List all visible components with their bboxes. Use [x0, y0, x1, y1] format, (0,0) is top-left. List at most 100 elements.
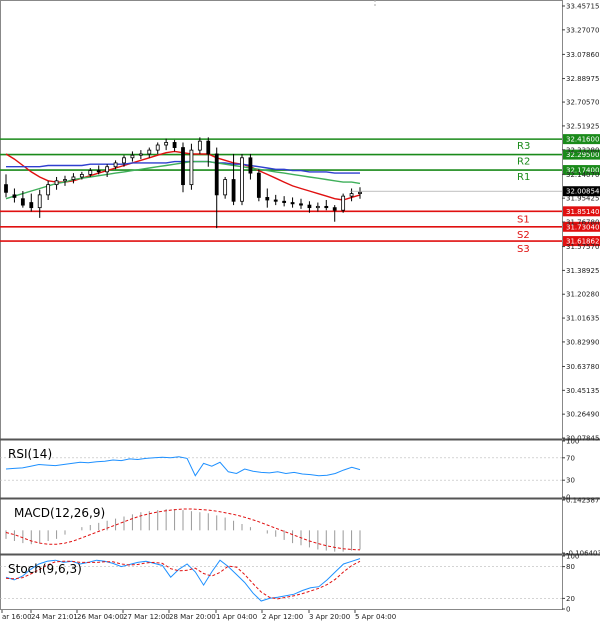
- price-tick-label: 32.33280: [566, 146, 599, 154]
- candle: [248, 153, 253, 180]
- candle: [282, 196, 287, 207]
- price-tick-label: 31.95425: [566, 195, 599, 203]
- candle-body: [324, 205, 329, 209]
- time-tick-label: 5 Apr 04:00: [355, 613, 396, 621]
- price-tick-label: 33.27070: [566, 26, 599, 34]
- stoch-main-line: [5, 558, 361, 602]
- price-tick-label: 31.38925: [566, 267, 599, 275]
- candle: [214, 147, 219, 229]
- candle-body: [122, 157, 126, 164]
- candle: [231, 153, 236, 206]
- candle: [189, 143, 194, 190]
- level-price-label: 32.41600: [566, 136, 599, 144]
- level-price-label: 31.73040: [566, 223, 599, 231]
- level-price-box: [563, 221, 600, 232]
- rsi-line: [5, 456, 361, 477]
- current-price-label: 32.00854: [566, 188, 600, 196]
- candle-body: [231, 179, 236, 202]
- time-tick-label: 24 Mar 21:01: [31, 613, 78, 621]
- price-tick-label: 32.70570: [566, 99, 599, 107]
- candle: [96, 165, 101, 175]
- candle: [206, 137, 211, 167]
- candle-body: [358, 191, 362, 194]
- candle-body: [206, 140, 211, 155]
- candle: [20, 191, 25, 208]
- candle-body: [290, 202, 295, 205]
- level-label-s2: S2: [517, 230, 530, 241]
- price-tick-label: 30.45135: [566, 387, 599, 395]
- time-tick-label: 27 Mar 12:00: [123, 613, 170, 621]
- level-price-box: [563, 165, 600, 176]
- candle: [324, 199, 329, 211]
- macd-tick-label: 0.142387: [566, 497, 599, 505]
- price-tick-label: 30.26490: [566, 411, 599, 419]
- rsi-label: RSI(14): [8, 447, 52, 461]
- level-price-label: 31.61862: [566, 238, 599, 246]
- stoch-tick-label: 100: [566, 553, 579, 561]
- candle: [29, 193, 34, 212]
- candle-body: [46, 184, 51, 196]
- price-tick-label: 31.76780: [566, 219, 599, 227]
- level-label-r2: R2: [517, 157, 530, 168]
- candle-body: [273, 199, 278, 202]
- candle: [105, 164, 110, 177]
- candle-body: [172, 142, 177, 148]
- price-tick-label: 31.20280: [566, 291, 599, 299]
- candle-body: [214, 153, 219, 196]
- candle-body: [256, 172, 261, 198]
- candle-body: [105, 166, 110, 173]
- candle: [181, 142, 185, 193]
- candle: [88, 168, 93, 177]
- time-tick-label: 28 Mar 20:00: [169, 613, 216, 621]
- candle: [197, 137, 202, 154]
- level-price-box: [563, 236, 600, 247]
- candle-body: [164, 142, 169, 146]
- level-price-label: 32.17400: [566, 167, 599, 175]
- level-label-r3: R3: [517, 141, 530, 152]
- current-price-box: [563, 186, 600, 197]
- candle: [37, 189, 42, 218]
- candle-body: [20, 198, 25, 206]
- level-price-box: [563, 149, 600, 160]
- candle-body: [54, 180, 59, 186]
- candle: [46, 180, 51, 200]
- candle: [122, 155, 126, 167]
- candle-body: [29, 202, 34, 209]
- level-price-box: [563, 134, 600, 145]
- candle-body: [341, 195, 346, 211]
- time-tick-label: ar 16:00: [2, 613, 32, 621]
- price-tick-label: 33.45715: [566, 3, 599, 11]
- candle-body: [197, 140, 202, 151]
- candle: [240, 153, 244, 206]
- candle-body: [282, 200, 287, 203]
- time-tick-label: 26 Mar 04:00: [77, 613, 124, 621]
- stoch-tick-label: 80: [566, 563, 575, 571]
- candle-body: [181, 147, 185, 186]
- macd-tick-label: -0.106403: [566, 550, 600, 558]
- candle-body: [155, 144, 160, 151]
- stoch-label: Stoch(9,6,3): [8, 562, 82, 576]
- candle-body: [113, 162, 118, 168]
- candle: [147, 147, 152, 158]
- candle: [273, 194, 278, 206]
- candle-body: [223, 179, 228, 196]
- price-tick-label: 33.07860: [566, 51, 599, 59]
- time-tick-label: 3 Apr 20:00: [309, 613, 350, 621]
- price-tick-label: 30.82990: [566, 338, 599, 346]
- candle: [63, 175, 67, 186]
- candle: [172, 139, 177, 152]
- candle-body: [37, 194, 42, 209]
- candle: [4, 174, 8, 198]
- candle-body: [332, 207, 337, 211]
- price-tick-label: 30.07845: [566, 435, 599, 443]
- price-tick-label: 30.63780: [566, 363, 599, 371]
- candle-body: [147, 149, 152, 155]
- price-tick-label: 31.01635: [566, 315, 599, 323]
- candle: [358, 187, 362, 199]
- candle: [130, 151, 135, 162]
- stoch-tick-label: 0: [566, 606, 570, 614]
- price-tick-label: 32.88975: [566, 75, 599, 83]
- candle-body: [88, 170, 93, 175]
- candle-body: [189, 149, 194, 186]
